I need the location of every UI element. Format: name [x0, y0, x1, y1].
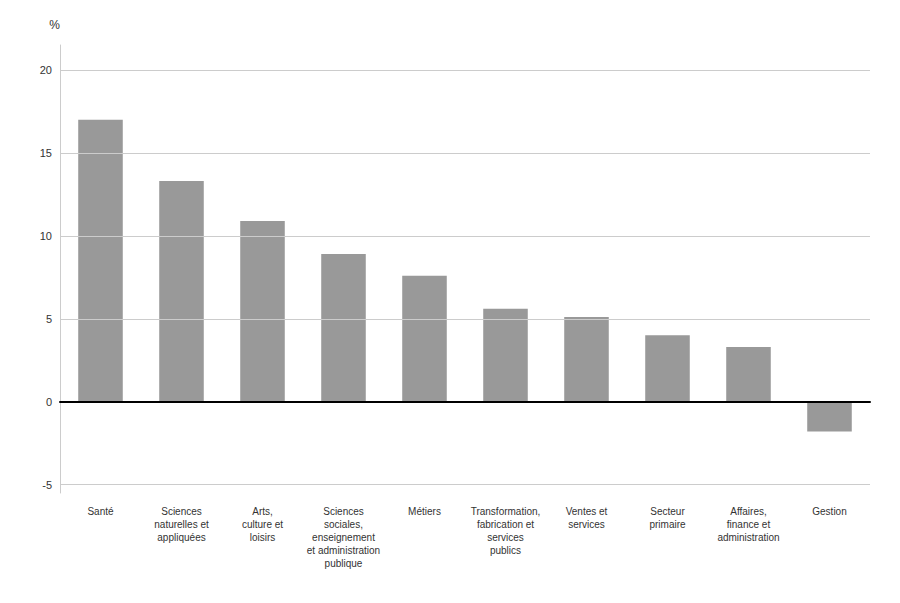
- svg-text:Transformation,: Transformation,: [471, 506, 541, 517]
- svg-text:publics: publics: [490, 545, 521, 556]
- svg-text:20: 20: [40, 64, 52, 76]
- svg-text:naturelles et: naturelles et: [154, 519, 209, 530]
- svg-text:Affaires,: Affaires,: [730, 506, 767, 517]
- svg-text:Métiers: Métiers: [408, 506, 441, 517]
- svg-text:loisirs: loisirs: [250, 532, 276, 543]
- svg-text:Santé: Santé: [87, 506, 114, 517]
- svg-text:culture et: culture et: [242, 519, 283, 530]
- svg-text:appliquées: appliquées: [157, 532, 205, 543]
- svg-text:Gestion: Gestion: [812, 506, 846, 517]
- svg-text:et administration: et administration: [307, 545, 380, 556]
- svg-text:Sciences: Sciences: [323, 506, 364, 517]
- svg-text:enseignement: enseignement: [312, 532, 375, 543]
- svg-text:-5: -5: [42, 479, 52, 491]
- svg-text:15: 15: [40, 147, 52, 159]
- svg-text:%: %: [49, 18, 60, 32]
- svg-text:0: 0: [46, 396, 52, 408]
- svg-text:10: 10: [40, 230, 52, 242]
- svg-text:fabrication et: fabrication et: [477, 519, 534, 530]
- svg-text:Arts,: Arts,: [252, 506, 273, 517]
- svg-text:sociales,: sociales,: [324, 519, 363, 530]
- svg-text:primaire: primaire: [649, 519, 686, 530]
- svg-text:finance et: finance et: [727, 519, 771, 530]
- svg-text:Ventes et: Ventes et: [566, 506, 608, 517]
- svg-text:5: 5: [46, 313, 52, 325]
- svg-text:publique: publique: [325, 558, 363, 569]
- svg-text:services: services: [568, 519, 605, 530]
- svg-text:Secteur: Secteur: [650, 506, 685, 517]
- svg-text:services: services: [487, 532, 524, 543]
- svg-text:Sciences: Sciences: [161, 506, 202, 517]
- svg-text:administration: administration: [717, 532, 779, 543]
